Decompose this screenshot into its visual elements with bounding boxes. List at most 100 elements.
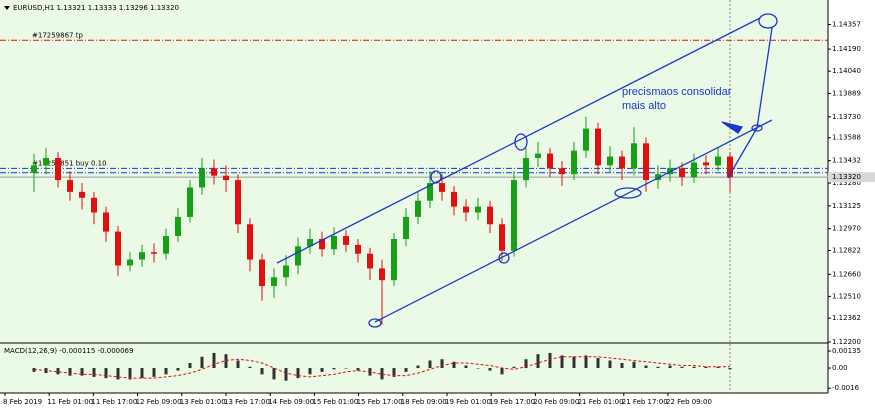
ellipse [430,170,442,184]
macd-bar [512,366,516,369]
candle-body [715,156,721,166]
candle-body [259,259,265,287]
macd-bar [152,368,156,377]
candle-body [283,265,289,278]
y-tick-label: -0.0016 [832,384,860,392]
macd-bar [356,368,360,371]
macd-bar [128,368,132,380]
plot-bg [0,0,828,393]
candle-body [547,153,553,169]
candle-body [463,206,469,213]
candle-body [31,165,37,173]
candle-body [307,238,313,247]
candle-body [607,156,613,166]
x-tick-label: 18 Feb 09:00 [401,398,447,406]
x-tick-label: 8 Feb 2019 [3,398,42,406]
candle-body [187,187,193,217]
channel-line [276,17,761,264]
macd-bar [260,368,264,375]
macd-bar [32,368,36,372]
candle-body [691,162,697,178]
macd-bar [668,365,672,369]
candle-body [499,224,505,251]
candle-body [583,128,589,151]
y-tick-label: 1.12970 [832,225,861,233]
y-tick-label: 0.00135 [832,347,861,355]
macd-bar [572,356,576,369]
macd-bar [272,368,276,380]
candle-body [139,252,145,260]
y-tick-label: 1.12510 [832,292,861,300]
candle-body [343,236,349,245]
macd-bar [476,368,480,369]
y-tick-label: 1.13730 [832,113,861,121]
candle-body [523,158,529,181]
y-tick-label: 1.13889 [832,89,861,97]
y-tick-label: 1.12200 [832,338,861,346]
macd-bar [596,357,600,369]
candle-body [379,268,385,281]
macd-bar [188,363,192,369]
macd-bar [224,354,228,369]
candle-body [67,180,73,192]
x-tick-label: 11 Feb 17:00 [91,398,137,406]
candle-body [127,259,133,266]
candle-body [427,183,433,201]
candle-body [271,277,277,287]
y-tick-label: 1.12822 [832,246,861,254]
macd-bar [248,366,252,369]
macd-bar [176,368,180,371]
x-tick-label: 14 Feb 09:00 [268,398,314,406]
candle-body [727,156,733,178]
candle-body [403,216,409,239]
x-tick-label: 21 Feb 17:00 [622,398,668,406]
macd-bar [656,366,660,369]
y-tick-label: 1.13280 [832,179,861,187]
candle-body [295,246,301,266]
y-tick-label: 1.12362 [832,314,861,322]
macd-bar [164,368,168,375]
candle-body [163,236,169,254]
macd-bar [728,368,732,370]
y-tick-label: 1.14190 [832,45,861,53]
macd-bar [320,368,324,372]
series-layer: 1.14357 1.14190 1.14040 1.13889 1.13730 1.135… [0,21,875,406]
x-tick-label: 20 Feb 09:00 [533,398,579,406]
candle-body [595,128,601,166]
y-tick-label: 1.13432 [832,157,861,165]
macd-bar [452,361,456,369]
y-tick-label: 1.13588 [832,134,861,142]
macd-bar [116,368,120,380]
candle-body [151,252,157,254]
candle-body [619,156,625,169]
bid-label: 1.13320 [832,173,861,181]
ellipse [514,133,528,151]
macd-bar [428,360,432,369]
y-tick-label: 1.14040 [832,67,861,75]
x-tick-label: 13 Feb 17:00 [224,398,270,406]
candle-body [43,158,49,166]
x-tick-label: 19 Feb 01:00 [445,398,491,406]
candle-body [247,224,253,260]
tp-label: #17259867 tp [32,31,83,39]
macd-bar [620,363,624,369]
order-label: #17259851 buy 0.10 [32,159,107,167]
channel-line [374,119,773,323]
macd-bar [140,368,144,379]
candle-body [535,153,541,159]
bid-badge [828,172,875,183]
candle-body [415,200,421,217]
ellipse [368,318,382,328]
candle-body [223,175,229,181]
candle-body [91,197,97,213]
candle-body [439,183,445,192]
macd-bar [560,355,564,369]
ellipse [614,187,642,199]
ellipse [758,13,778,29]
x-tick-label: 15 Feb 17:00 [357,398,403,406]
macd-bar [56,368,60,375]
macd-bar [92,368,96,377]
x-tick-label: 11 Feb 01:00 [47,398,93,406]
macd-bar [236,360,240,369]
